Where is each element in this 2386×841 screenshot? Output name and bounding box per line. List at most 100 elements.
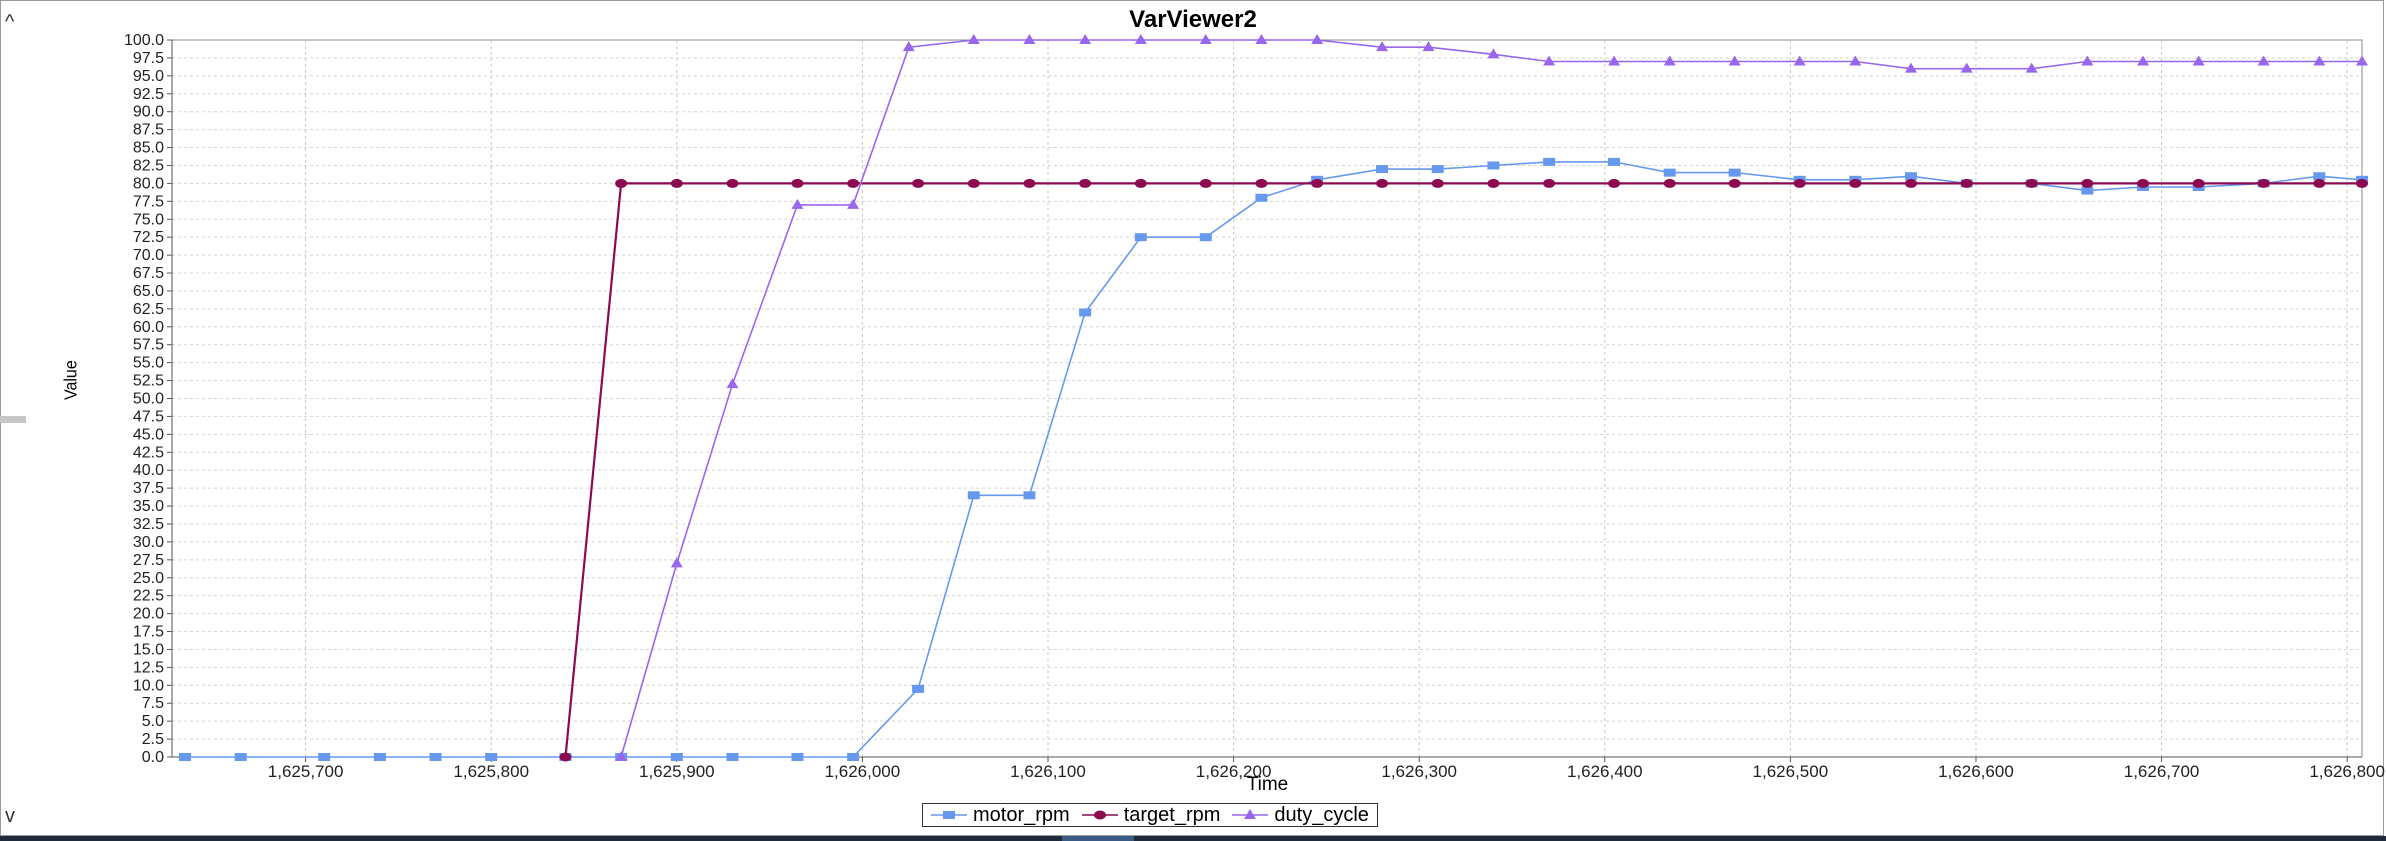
legend-swatch-target_rpm <box>1081 810 1118 820</box>
data-point-target_rpm <box>1663 178 1676 188</box>
data-point-target_rpm <box>2025 178 2038 188</box>
legend-marker <box>1244 809 1257 819</box>
data-point-duty_cycle <box>1199 34 1212 44</box>
data-point-duty_cycle <box>1311 34 1324 44</box>
data-point-duty_cycle <box>2257 55 2270 66</box>
y-tick-label: 55.0 <box>133 355 164 372</box>
data-point-motor_rpm <box>1023 491 1036 500</box>
data-point-duty_cycle <box>967 34 980 44</box>
data-point-motor_rpm <box>1134 233 1147 242</box>
y-tick-label: 22.5 <box>133 588 164 605</box>
data-point-motor_rpm <box>670 753 683 761</box>
y-tick-label: 77.5 <box>133 193 164 210</box>
y-tick-label: 45.0 <box>133 426 164 443</box>
x-tick-label: 1,626,700 <box>2124 762 2200 781</box>
x-axis-label: Time <box>1246 774 1289 795</box>
scroll-down-icon[interactable]: v <box>5 805 15 827</box>
x-tick-label: 1,625,800 <box>453 762 529 781</box>
data-point-target_rpm <box>1793 178 1806 188</box>
x-tick-label: 1,626,200 <box>1196 762 1272 781</box>
y-tick-label: 42.5 <box>133 444 164 461</box>
series-target_rpm <box>559 178 2368 762</box>
x-tick-label: 1,626,400 <box>1567 762 1643 781</box>
data-point-target_rpm <box>1199 178 1212 188</box>
data-point-motor_rpm <box>485 753 498 761</box>
data-point-duty_cycle <box>791 198 804 209</box>
legend-item-motor_rpm: motor_rpm <box>931 804 1070 827</box>
data-point-motor_rpm <box>791 753 804 761</box>
data-point-target_rpm <box>1376 178 1389 188</box>
side-panel-handle[interactable] <box>0 416 26 423</box>
data-point-duty_cycle <box>902 41 915 52</box>
y-tick-label: 97.5 <box>133 50 164 67</box>
data-point-target_rpm <box>1255 178 1268 188</box>
data-point-target_rpm <box>2192 178 2205 188</box>
data-point-duty_cycle <box>2137 55 2149 66</box>
y-tick-label: 72.5 <box>133 229 164 246</box>
x-tick-label: 1,625,900 <box>639 762 715 781</box>
legend-item-duty_cycle: duty_cycle <box>1232 804 1369 827</box>
y-tick-label: 62.5 <box>133 301 164 318</box>
data-point-motor_rpm <box>912 684 925 693</box>
y-tick-label: 27.5 <box>133 552 164 569</box>
legend-marker <box>1093 810 1106 820</box>
y-tick-label: 7.5 <box>142 695 164 712</box>
data-point-duty_cycle <box>1905 62 1918 73</box>
y-tick-label: 20.0 <box>133 606 164 623</box>
y-tick-label: 85.0 <box>133 140 164 157</box>
data-point-duty_cycle <box>1255 34 1268 44</box>
x-tick-label: 1,626,100 <box>1010 762 1086 781</box>
y-tick-label: 25.0 <box>133 570 164 587</box>
data-point-motor_rpm <box>1905 172 1918 181</box>
x-tick-label: 1,626,500 <box>1753 762 1829 781</box>
data-point-duty_cycle <box>1728 55 1741 66</box>
data-point-motor_rpm <box>1663 168 1676 177</box>
data-point-motor_rpm <box>429 753 442 761</box>
y-tick-label: 47.5 <box>133 408 164 425</box>
data-point-target_rpm <box>791 178 804 188</box>
series-line-target_rpm <box>564 182 2362 758</box>
data-point-duty_cycle <box>1663 55 1676 66</box>
legend: motor_rpm target_rpm duty_cycle <box>922 803 1378 827</box>
data-point-duty_cycle <box>2081 55 2094 66</box>
y-tick-label: 2.5 <box>142 731 164 748</box>
taskbar-active-item[interactable] <box>1062 836 1134 841</box>
data-point-target_rpm <box>1608 178 1621 188</box>
x-tick-label: 1,626,300 <box>1381 762 1457 781</box>
data-point-duty_cycle <box>1960 62 1973 73</box>
data-point-motor_rpm <box>1543 157 1556 166</box>
x-tick-label: 1,626,800 <box>2309 762 2385 781</box>
data-point-duty_cycle <box>1023 34 1036 44</box>
data-point-duty_cycle <box>1793 55 1806 66</box>
data-point-duty_cycle <box>1608 55 1621 66</box>
y-tick-label: 95.0 <box>133 68 164 85</box>
chart-title: VarViewer2 <box>1129 6 1257 33</box>
data-point-duty_cycle <box>1422 41 1435 52</box>
data-point-motor_rpm <box>1199 233 1212 242</box>
series-duty_cycle <box>615 34 2368 761</box>
y-tick-label: 65.0 <box>133 283 164 300</box>
data-point-target_rpm <box>1905 178 1918 188</box>
data-point-target_rpm <box>726 178 739 188</box>
y-tick-label: 10.0 <box>133 677 164 694</box>
data-point-target_rpm <box>615 178 628 188</box>
data-point-target_rpm <box>1849 178 1862 188</box>
x-tick-label: 1,626,000 <box>825 762 901 781</box>
data-point-motor_rpm <box>1431 165 1444 174</box>
y-tick-label: 0.0 <box>142 749 164 766</box>
data-point-target_rpm <box>1023 178 1036 188</box>
y-tick-label: 32.5 <box>133 516 164 533</box>
scroll-up-icon[interactable]: ^ <box>5 11 15 33</box>
data-point-motor_rpm <box>1255 193 1268 202</box>
data-point-target_rpm <box>670 178 683 188</box>
taskbar <box>0 836 2386 841</box>
data-point-duty_cycle <box>2313 55 2326 66</box>
data-point-target_rpm <box>1487 178 1500 188</box>
data-point-motor_rpm <box>1608 157 1621 166</box>
data-point-motor_rpm <box>726 753 739 761</box>
data-point-motor_rpm <box>1487 161 1500 170</box>
y-tick-label: 70.0 <box>133 247 164 264</box>
y-tick-label: 5.0 <box>142 713 164 730</box>
y-tick-label: 40.0 <box>133 462 164 479</box>
